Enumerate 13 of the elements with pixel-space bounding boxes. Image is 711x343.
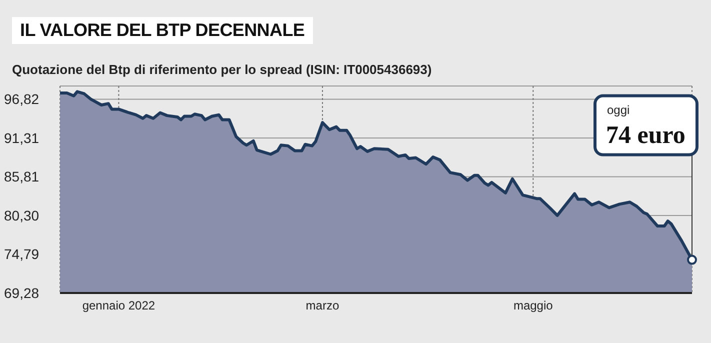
y-tick-label: 80,30 xyxy=(4,207,40,224)
x-tick-label: marzo xyxy=(306,298,340,313)
annotation: oggi xyxy=(607,102,630,117)
x-tick-label: gennaio 2022 xyxy=(82,298,156,313)
chart-subtitle: Quotazione del Btp di riferimento per lo spread (ISIN: IT0005436693) xyxy=(12,62,432,77)
y-tick-label: 96,82 xyxy=(4,91,40,108)
annotation: 74 euro xyxy=(606,122,686,149)
y-tick-label: 69,28 xyxy=(4,284,40,301)
chart-title: IL VALORE DEL BTP DECENNALE xyxy=(20,20,305,40)
x-tick-label: maggio xyxy=(513,298,554,313)
y-tick-label: 91,31 xyxy=(4,130,40,146)
y-tick-label: 74,79 xyxy=(4,246,40,262)
y-tick-label: 85,81 xyxy=(4,168,40,185)
